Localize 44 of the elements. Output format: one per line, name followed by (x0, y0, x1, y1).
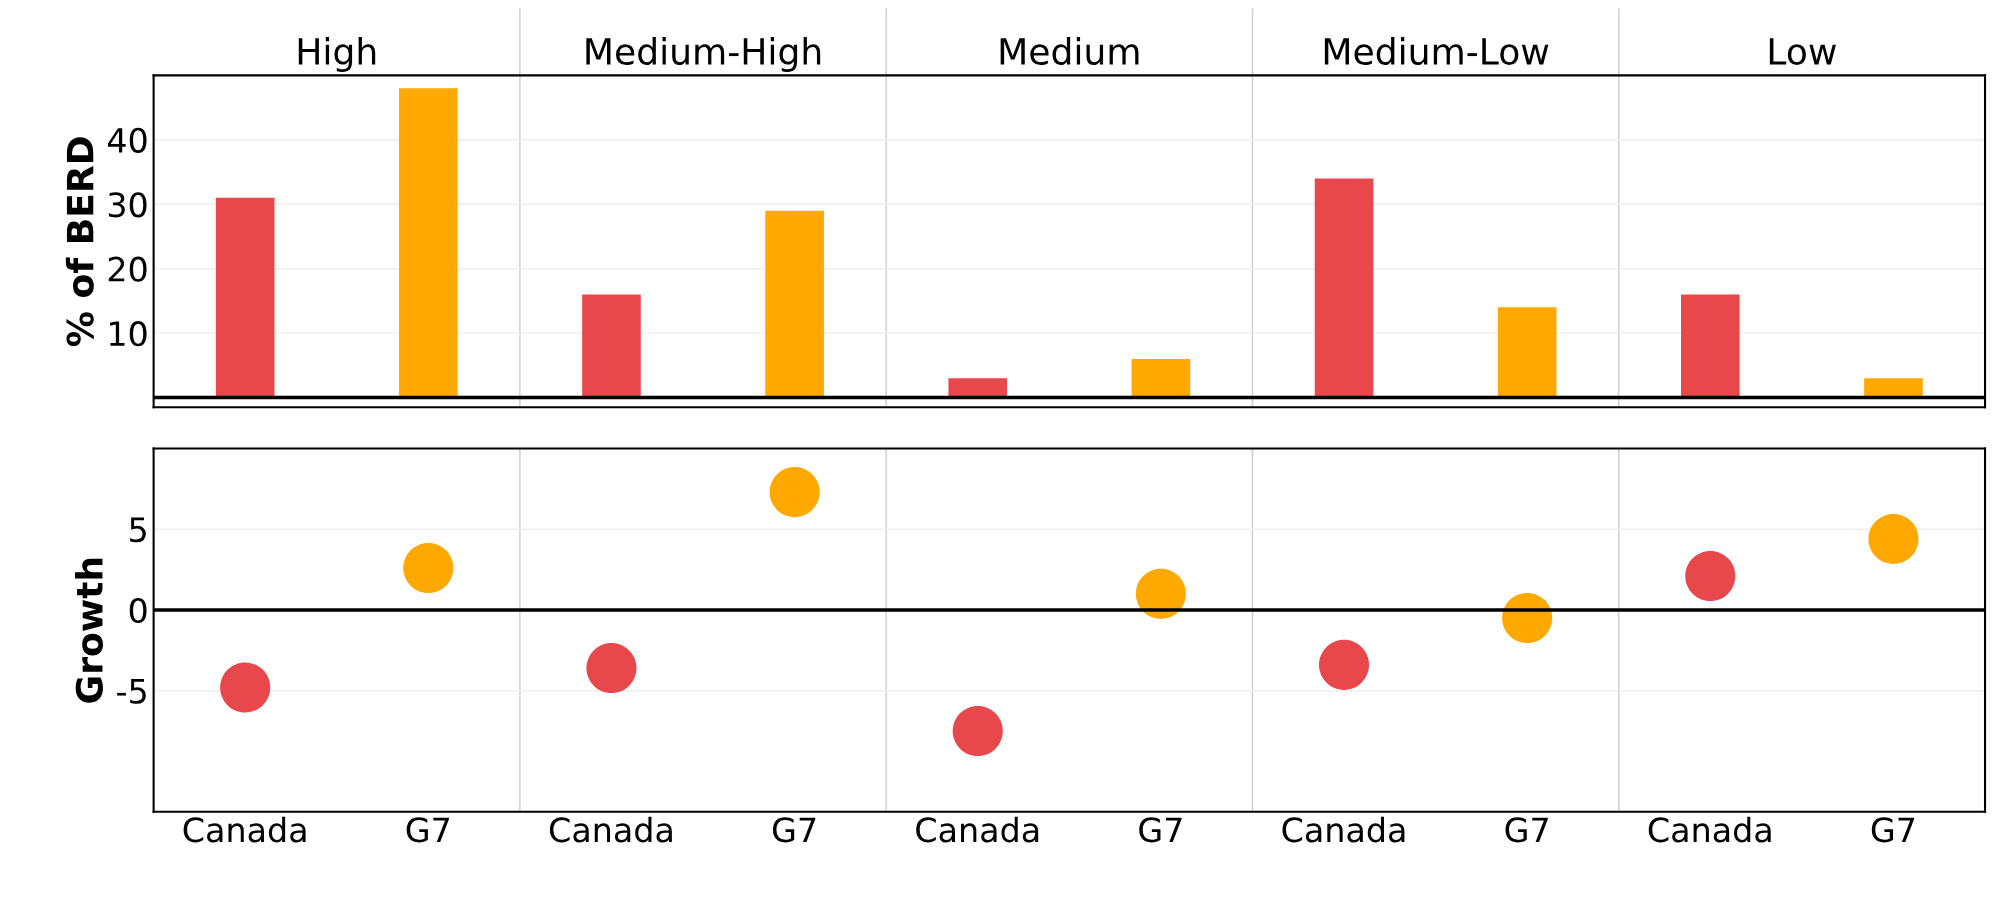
bar (1314, 178, 1374, 398)
y-tick-label: 30 (108, 192, 147, 218)
point (1502, 592, 1553, 644)
bar (399, 88, 458, 398)
x-tick-label: Canada (1282, 816, 1405, 843)
y-tick-label: 10 (110, 321, 147, 347)
bar (1131, 358, 1191, 398)
x-tick-label: Canada (183, 816, 306, 843)
x-tick-label: Canada (549, 816, 672, 843)
bar (1681, 294, 1740, 398)
y-tick-label: 20 (108, 256, 147, 282)
text: Medium-High (586, 37, 821, 73)
point (220, 662, 271, 713)
bar (948, 378, 1008, 398)
bar (765, 210, 824, 398)
y-tick-label: 0 (129, 597, 147, 624)
bar (1864, 378, 1923, 398)
text: Medium (1000, 37, 1139, 66)
y-tick-label: -5 (117, 679, 146, 704)
x-tick-label: G7 (772, 817, 816, 843)
point (586, 643, 637, 694)
x-tick-label: G7 (1505, 817, 1548, 843)
y-axis-title: % of BERD (65, 137, 94, 347)
bar (215, 197, 275, 398)
point (1318, 639, 1370, 690)
x-tick-label: Canada (916, 816, 1039, 843)
x-tick-label: G7 (1871, 817, 1915, 843)
point (1685, 551, 1736, 602)
point (1868, 513, 1919, 564)
bar (582, 294, 641, 398)
point (1135, 568, 1186, 619)
bar (1497, 307, 1557, 398)
x-tick-label: Canada (1648, 816, 1771, 843)
text: Medium-Low (1324, 37, 1549, 66)
x-tick-label: G7 (406, 817, 449, 843)
text: Low (1769, 38, 1836, 66)
point (769, 467, 820, 518)
point (952, 706, 1003, 757)
point (403, 542, 454, 594)
y-axis-title: Growth (75, 558, 103, 703)
text: High (298, 37, 376, 73)
x-tick-label: G7 (1139, 817, 1182, 843)
y-tick-label: 40 (107, 127, 147, 153)
y-tick-label: 5 (130, 517, 146, 543)
